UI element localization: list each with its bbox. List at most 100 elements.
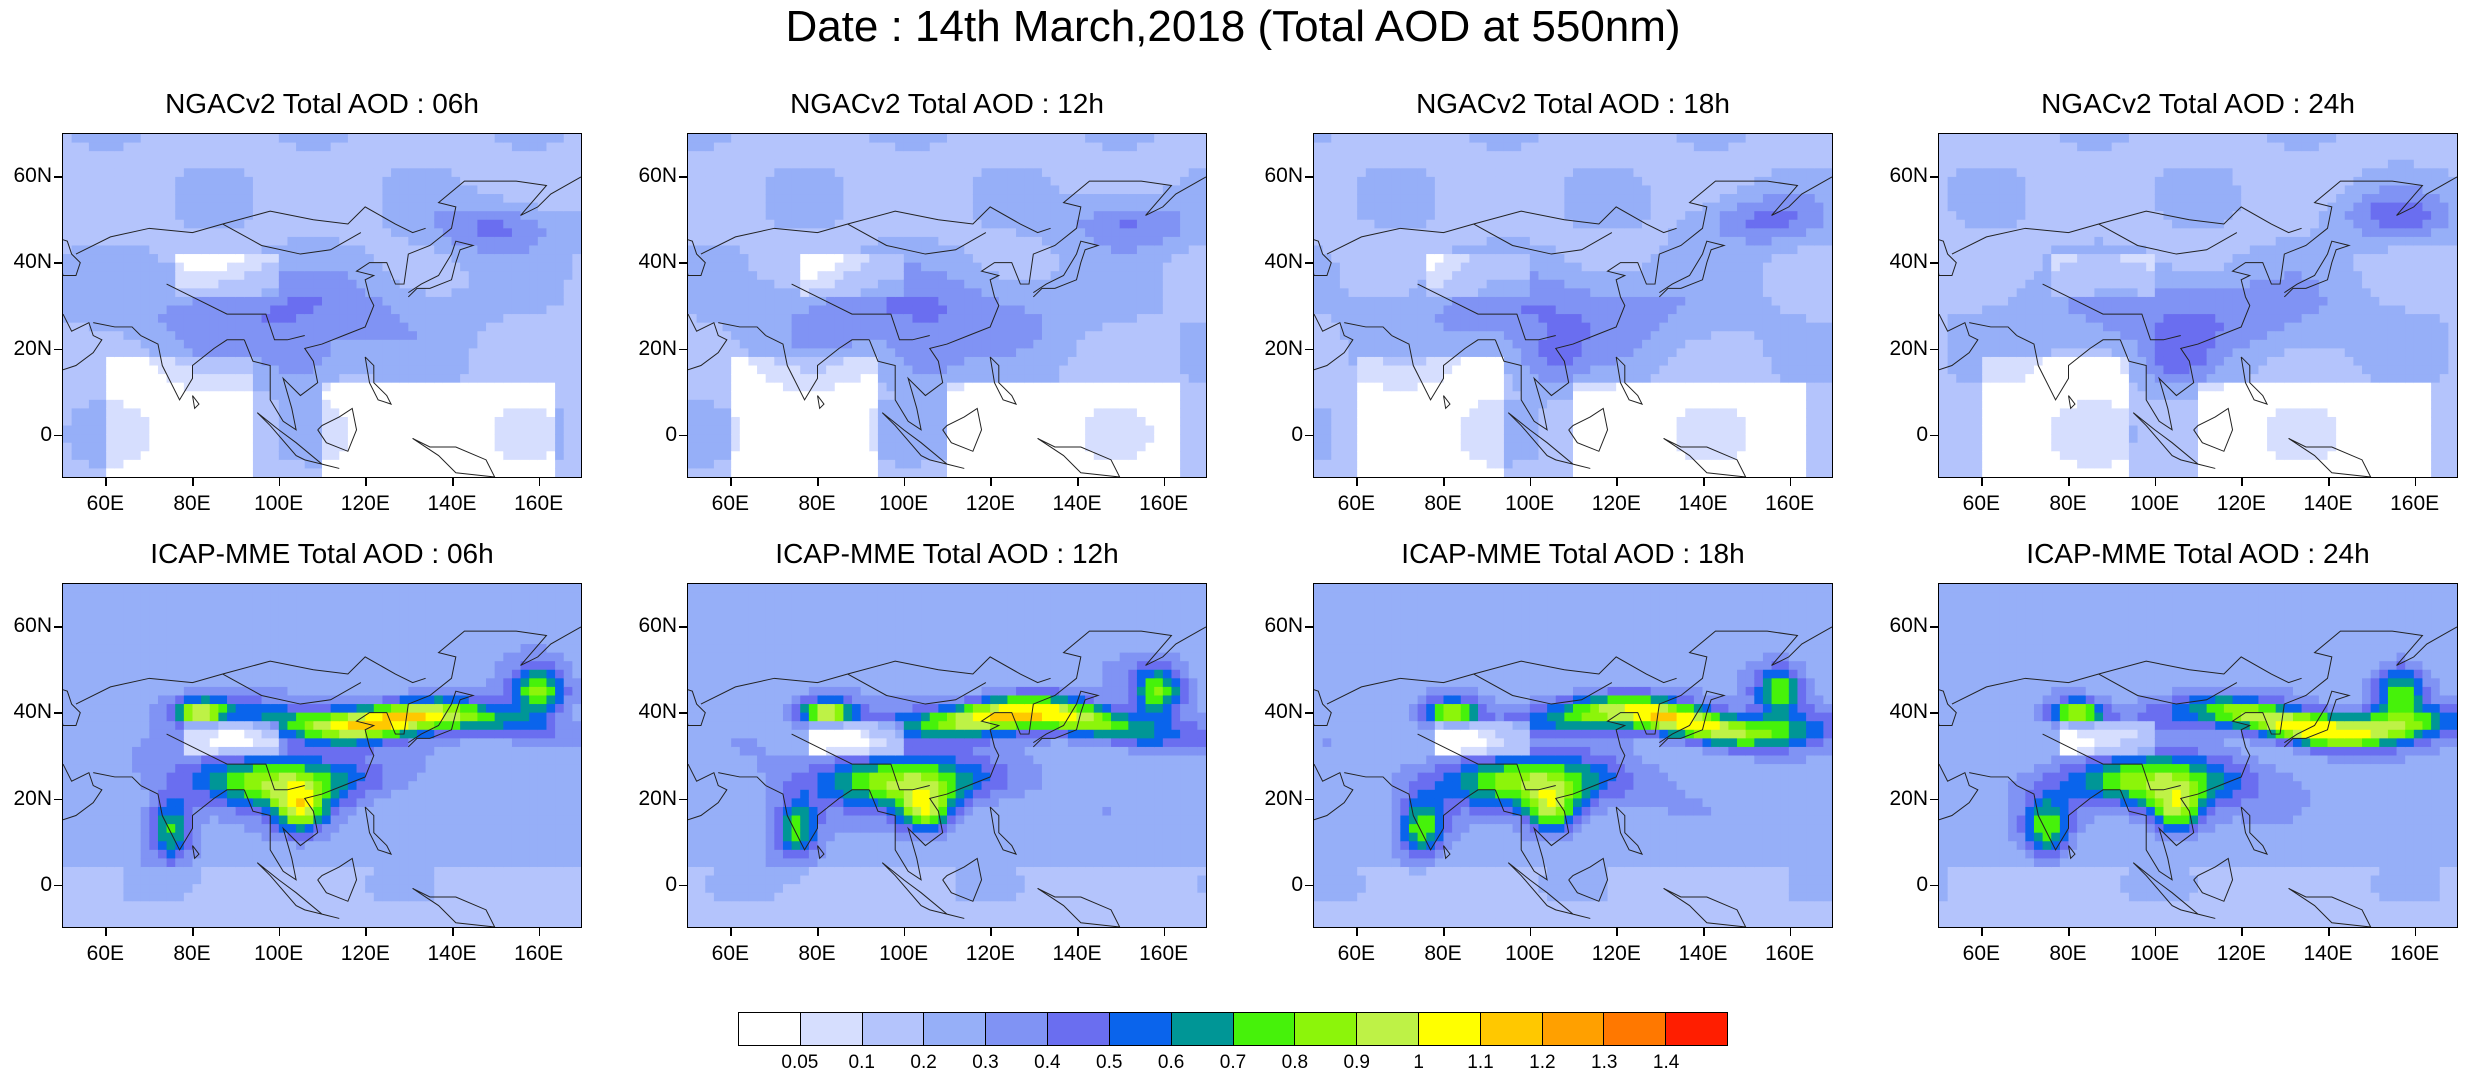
x-tick (1703, 928, 1705, 936)
x-tick (365, 478, 367, 486)
y-tick-label: 60N (617, 614, 677, 638)
y-tick (1930, 885, 1938, 887)
y-tick-label: 20N (1243, 337, 1303, 361)
x-tick-label: 160E (1124, 942, 1204, 966)
x-tick-label: 100E (239, 942, 319, 966)
y-tick-label: 0 (0, 423, 52, 447)
x-tick-label: 120E (2201, 942, 2281, 966)
x-tick (539, 928, 541, 936)
x-tick-label: 160E (2375, 492, 2455, 516)
colorbar-swatch (1172, 1013, 1234, 1045)
x-tick (192, 478, 194, 486)
colorbar-swatch (1604, 1013, 1666, 1045)
x-tick-label: 160E (1124, 492, 1204, 516)
y-tick (1305, 885, 1313, 887)
x-tick-label: 80E (2028, 942, 2108, 966)
x-tick-label: 100E (864, 942, 944, 966)
x-tick-label: 60E (1316, 942, 1396, 966)
y-tick (1930, 349, 1938, 351)
aod-map (62, 133, 582, 478)
y-tick-label: 60N (617, 164, 677, 188)
x-tick (817, 928, 819, 936)
y-tick-label: 60N (1243, 164, 1303, 188)
y-tick (679, 799, 687, 801)
x-tick-label: 60E (690, 492, 770, 516)
y-tick-label: 60N (0, 164, 52, 188)
y-tick-label: 0 (1868, 423, 1928, 447)
x-tick-label: 60E (1941, 942, 2021, 966)
x-tick (1790, 928, 1792, 936)
aod-map (687, 583, 1207, 928)
x-tick-label: 140E (412, 492, 492, 516)
colorbar-swatch (1543, 1013, 1605, 1045)
colorbar-swatch (739, 1013, 801, 1045)
y-tick-label: 20N (617, 337, 677, 361)
colorbar-swatch (1357, 1013, 1419, 1045)
x-tick (279, 928, 281, 936)
x-tick-label: 160E (499, 942, 579, 966)
y-tick-label: 40N (1868, 250, 1928, 274)
y-tick-label: 40N (617, 250, 677, 274)
aod-field (1314, 584, 1832, 927)
x-tick (2415, 928, 2417, 936)
x-tick-label: 160E (1750, 492, 1830, 516)
x-tick (2155, 928, 2157, 936)
colorbar-swatch (1666, 1013, 1727, 1045)
colorbar-swatch (801, 1013, 863, 1045)
colorbar-swatch (1481, 1013, 1543, 1045)
y-tick (54, 435, 62, 437)
y-tick-label: 0 (617, 423, 677, 447)
y-tick-label: 40N (1243, 250, 1303, 274)
x-tick-label: 60E (1316, 492, 1396, 516)
x-tick-label: 60E (65, 942, 145, 966)
x-tick (1356, 928, 1358, 936)
y-tick-label: 60N (1868, 614, 1928, 638)
x-tick (192, 928, 194, 936)
x-tick (1530, 928, 1532, 936)
x-tick (1443, 478, 1445, 486)
x-tick-label: 100E (2115, 492, 2195, 516)
x-tick (105, 478, 107, 486)
x-tick-label: 80E (152, 942, 232, 966)
y-tick (679, 712, 687, 714)
x-tick (452, 928, 454, 936)
x-tick (2328, 478, 2330, 486)
x-tick-label: 60E (1941, 492, 2021, 516)
x-tick-label: 140E (1037, 492, 1117, 516)
y-tick (679, 885, 687, 887)
x-tick-label: 80E (152, 492, 232, 516)
x-tick-label: 80E (777, 942, 857, 966)
y-tick-label: 20N (0, 787, 52, 811)
y-tick (54, 712, 62, 714)
y-tick-label: 60N (1868, 164, 1928, 188)
y-tick-label: 20N (1868, 787, 1928, 811)
y-tick-label: 0 (0, 873, 52, 897)
y-tick (54, 799, 62, 801)
x-tick (730, 478, 732, 486)
x-tick-label: 100E (239, 492, 319, 516)
x-tick (1981, 478, 1983, 486)
x-tick (2328, 928, 2330, 936)
x-tick (730, 928, 732, 936)
y-tick (54, 349, 62, 351)
x-tick (990, 478, 992, 486)
y-tick (1305, 799, 1313, 801)
x-tick (2068, 478, 2070, 486)
aod-map (1313, 583, 1833, 928)
x-tick (1077, 928, 1079, 936)
x-tick-label: 120E (1576, 942, 1656, 966)
panel-title: ICAP-MME Total AOD : 12h (607, 538, 1287, 570)
x-tick (1703, 478, 1705, 486)
y-tick (1930, 712, 1938, 714)
y-tick (679, 176, 687, 178)
x-tick-label: 140E (2288, 942, 2368, 966)
x-tick-label: 80E (777, 492, 857, 516)
y-tick (54, 262, 62, 264)
panel-title: ICAP-MME Total AOD : 06h (0, 538, 662, 570)
y-tick (1305, 262, 1313, 264)
x-tick (2068, 928, 2070, 936)
y-tick (679, 626, 687, 628)
